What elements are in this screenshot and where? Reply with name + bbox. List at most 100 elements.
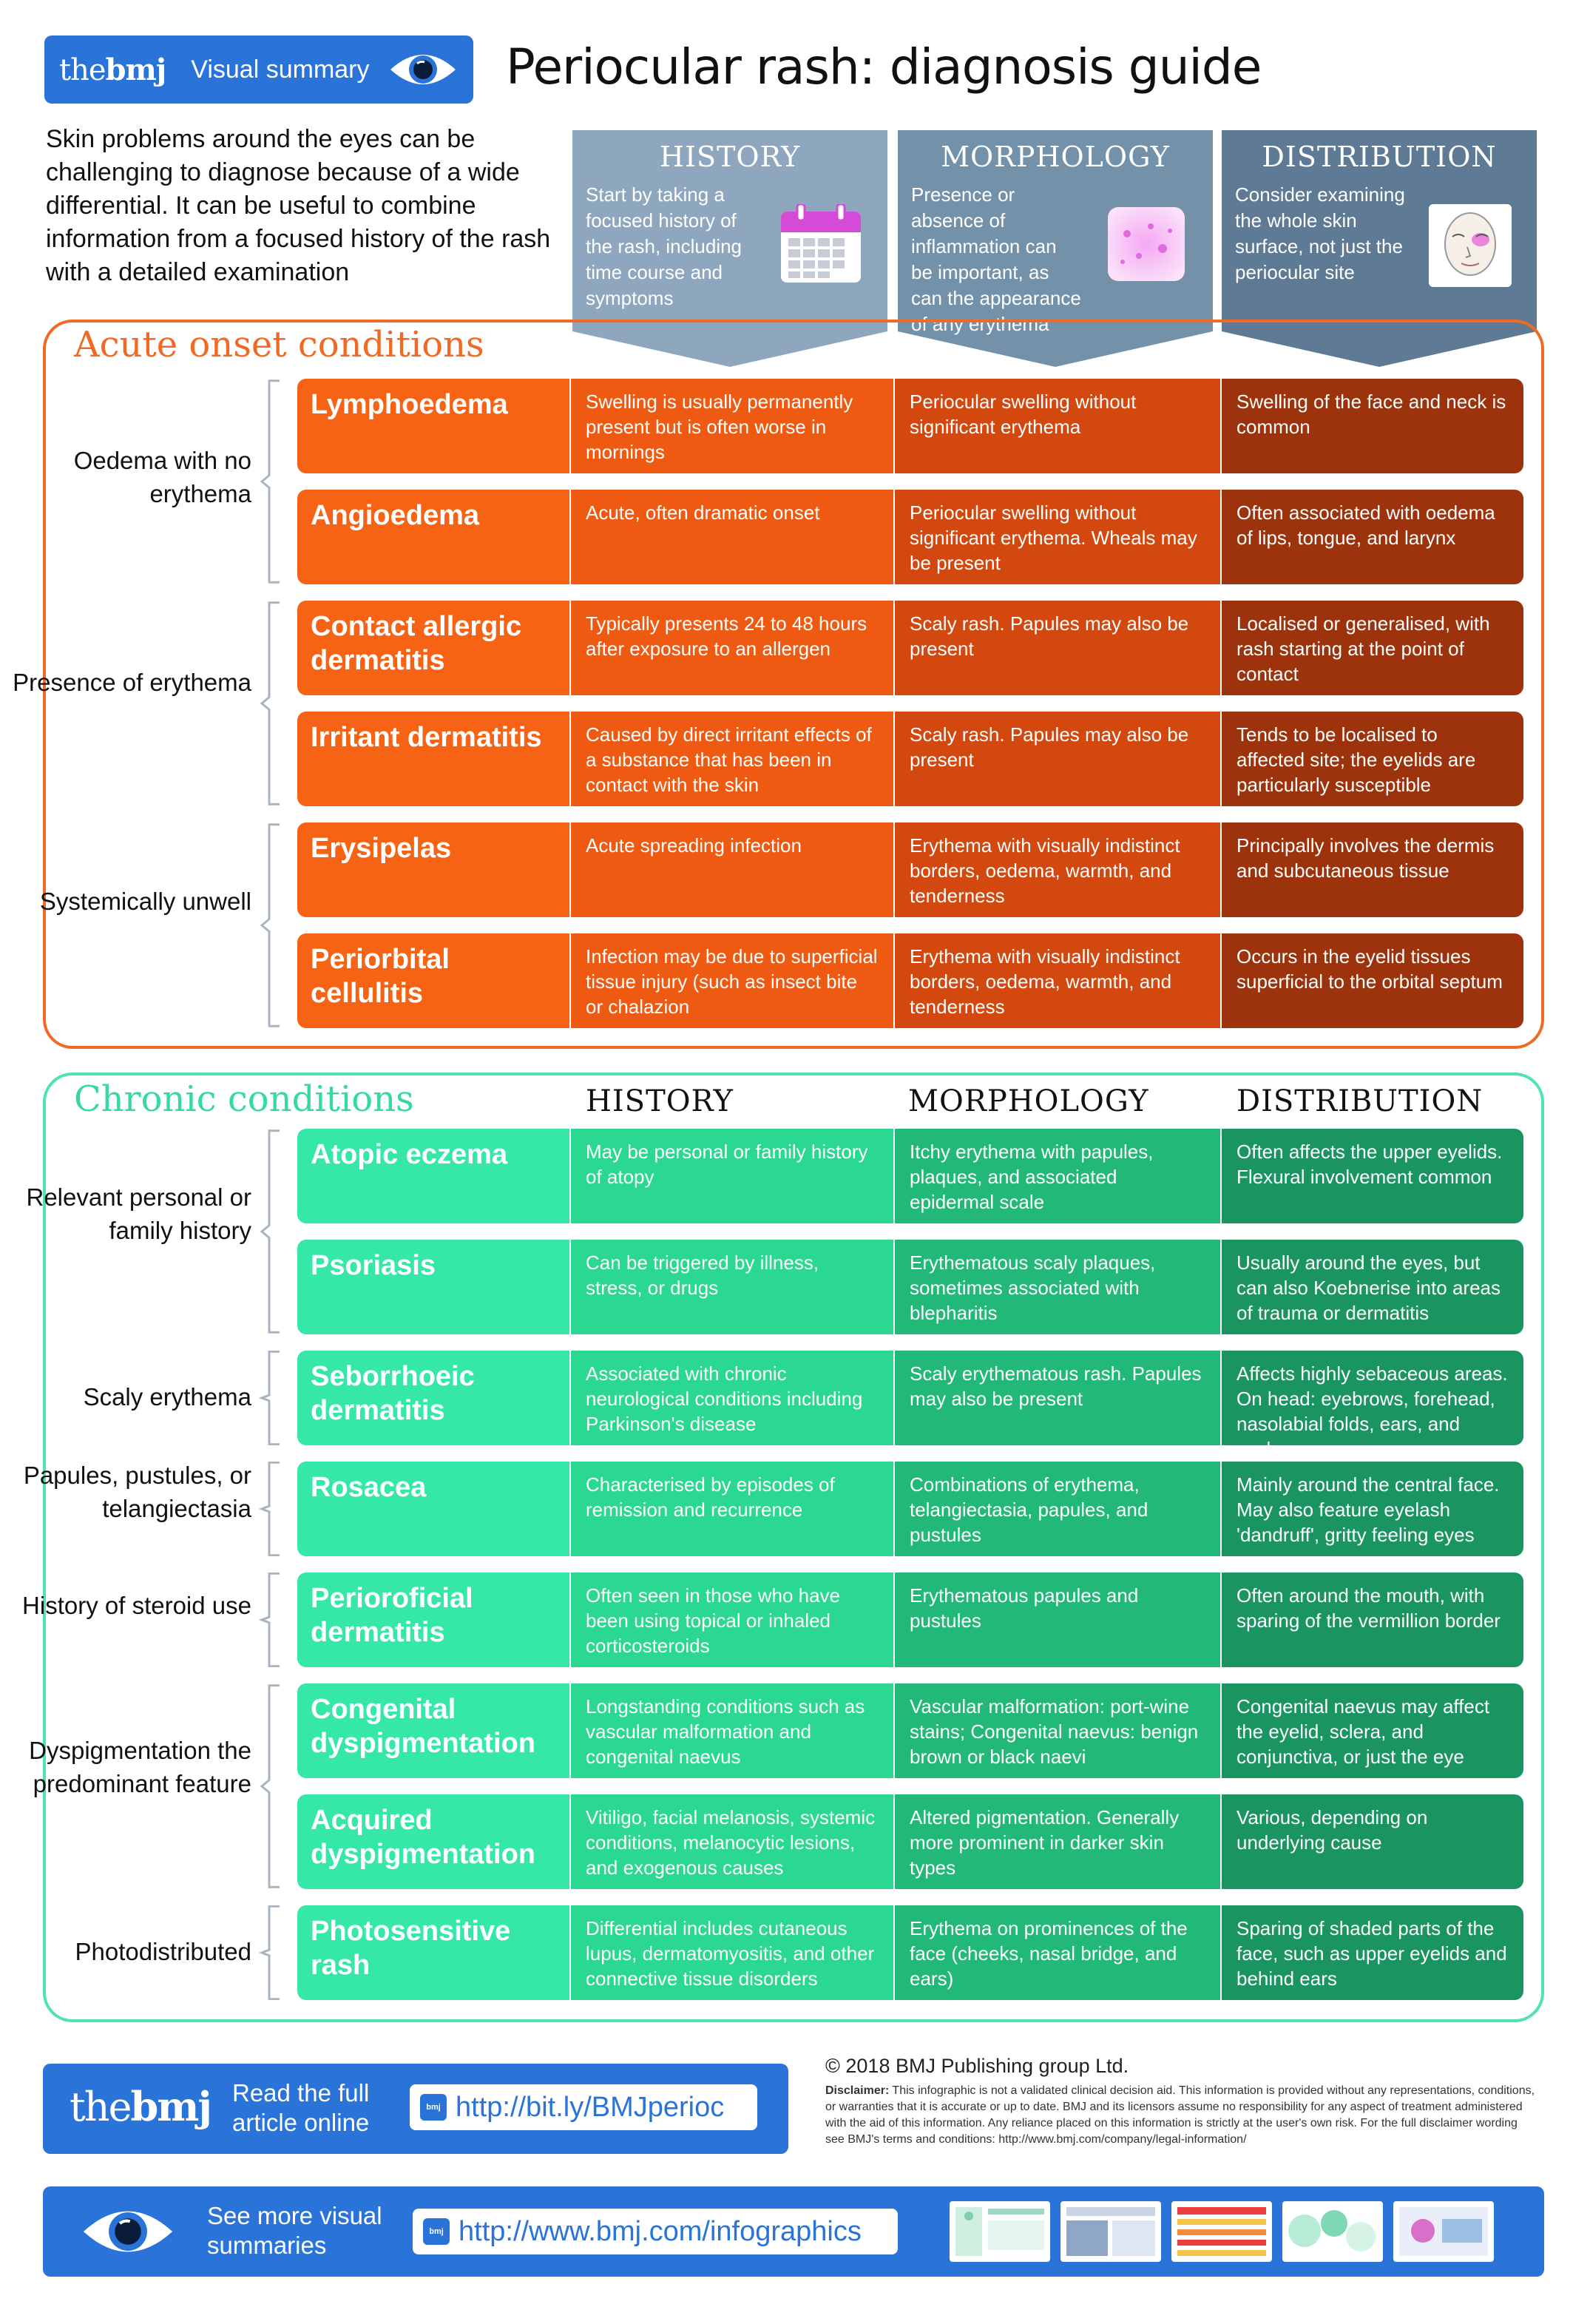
- group-label-scaly: Scaly erythema: [83, 1383, 251, 1411]
- disclaimer-label: Disclaimer:: [825, 2084, 890, 2097]
- condition-name: Perioroficial dermatitis: [297, 1573, 569, 1667]
- morphology-cell: Erythematous papules and pustules: [895, 1573, 1220, 1667]
- distribution-cell: Usually around the eyes, but can also Ko…: [1222, 1240, 1523, 1334]
- distribution-cell: Often associated with oedema of lips, to…: [1222, 490, 1523, 584]
- more-summaries-text: See more visual summaries: [207, 2202, 382, 2259]
- chronic-distribution-header: DISTRIBUTION: [1237, 1084, 1484, 1118]
- morphology-title: MORPHOLOGY: [941, 141, 1170, 173]
- distribution-cell: Occurs in the eyelid tissues superficial…: [1222, 933, 1523, 1028]
- distribution-cell: Tends to be localised to affected site; …: [1222, 712, 1523, 806]
- history-cell: Longstanding conditions such as vascular…: [571, 1683, 893, 1778]
- morphology-cell: Erythema with visually indistinct border…: [895, 822, 1220, 917]
- history-cell: Typically presents 24 to 48 hours after …: [571, 601, 893, 695]
- group-label-erythema: Presence of erythema: [13, 669, 251, 696]
- condition-name: Erysipelas: [297, 822, 569, 917]
- condition-name: Contact allergic dermatitis: [297, 601, 569, 695]
- distribution-cell: Sparing of shaded parts of the face, suc…: [1222, 1905, 1523, 2000]
- condition-name: Irritant dermatitis: [297, 712, 569, 806]
- morphology-cell: Vascular malformation: port-wine stains;…: [895, 1683, 1220, 1778]
- distribution-cell: Localised or generalised, with rash star…: [1222, 601, 1523, 695]
- bmj-mini-logo: bmj: [420, 2094, 447, 2121]
- history-column-header: HISTORY Start by taking a focused histor…: [572, 130, 887, 367]
- group-label-dyspigmentation: Dyspigmentation the predominant feature: [29, 1737, 251, 1797]
- infographic-thumbnail[interactable]: [1171, 2201, 1272, 2262]
- condition-name: Atopic eczema: [297, 1129, 569, 1223]
- morphology-cell: Scaly erythematous rash. Papules may als…: [895, 1351, 1220, 1445]
- infographic-thumbnail[interactable]: [1282, 2201, 1383, 2262]
- morphology-column-header: MORPHOLOGY Presence or absence of inflam…: [898, 130, 1213, 367]
- condition-name: Periorbital cellulitis: [297, 933, 569, 1028]
- morphology-cell: Erythema on prominences of the face (che…: [895, 1905, 1220, 2000]
- brand-badge: thebmj Visual summary: [44, 36, 473, 104]
- condition-name: Psoriasis: [297, 1240, 569, 1334]
- distribution-cell: Swelling of the face and neck is common: [1222, 379, 1523, 473]
- distribution-cell: Various, depending on underlying cause: [1222, 1794, 1523, 1889]
- condition-name: Seborrhoeic dermatitis: [297, 1351, 569, 1445]
- distribution-cell: Often affects the upper eyelids. Flexura…: [1222, 1129, 1523, 1223]
- morphology-desc: Presence or absence of inflammation can …: [911, 183, 1081, 335]
- condition-name: Photosensitive rash: [297, 1905, 569, 2000]
- infographic-thumbnail[interactable]: [1060, 2201, 1161, 2262]
- history-cell: Swelling is usually permanently present …: [571, 379, 893, 473]
- read-article-text: Read the full article online: [232, 2079, 370, 2136]
- group-label-photodistributed: Photodistributed: [75, 1938, 252, 1965]
- chronic-history-header: HISTORY: [586, 1084, 734, 1118]
- distribution-title: DISTRIBUTION: [1262, 141, 1497, 173]
- article-link[interactable]: bmj http://bit.ly/BMJperioc: [410, 2084, 757, 2130]
- morphology-cell: Erythematous scaly plaques, sometimes as…: [895, 1240, 1220, 1334]
- infographics-link-text: http://www.bmj.com/infographics: [459, 2215, 862, 2247]
- copyright: © 2018 BMJ Publishing group Ltd.: [825, 2055, 1129, 2077]
- brace: [259, 1129, 283, 1334]
- history-cell: Acute spreading infection: [571, 822, 893, 917]
- eye-icon: [390, 55, 456, 84]
- read-article-bar: thebmj Read the full article online bmj …: [43, 2064, 788, 2154]
- bmj-footer-logo: thebmj: [70, 2083, 212, 2130]
- bmj-logo: thebmj: [59, 52, 166, 87]
- condition-name: Congenital dyspigmentation: [297, 1683, 569, 1778]
- history-title: HISTORY: [659, 141, 801, 173]
- morphology-cell: Scaly rash. Papules may also be present: [895, 712, 1220, 806]
- group-label-systemic: Systemically unwell: [39, 888, 251, 915]
- brace: [259, 379, 283, 584]
- group-label-steroid: History of steroid use: [22, 1592, 251, 1619]
- morphology-cell: Combinations of erythema, telangiectasia…: [895, 1462, 1220, 1556]
- face-icon: [1429, 204, 1512, 287]
- distribution-desc: Consider examining the whole skin surfac…: [1235, 183, 1405, 283]
- distribution-cell: Often around the mouth, with sparing of …: [1222, 1573, 1523, 1667]
- condition-name: Rosacea: [297, 1462, 569, 1556]
- brace: [259, 1351, 283, 1445]
- chronic-section-title: Chronic conditions: [70, 1078, 419, 1120]
- condition-name: Lymphoedema: [297, 379, 569, 473]
- distribution-column-header: DISTRIBUTION Consider examining the whol…: [1222, 130, 1537, 367]
- article-link-text: http://bit.ly/BMJperioc: [456, 2091, 725, 2123]
- skin-swatch-icon: [1108, 207, 1185, 281]
- brace: [259, 1905, 283, 2000]
- history-cell: Can be triggered by illness, stress, or …: [571, 1240, 893, 1334]
- distribution-cell: Principally involves the dermis and subc…: [1222, 822, 1523, 917]
- group-label-oedema: Oedema with no erythema: [73, 447, 251, 507]
- history-cell: May be personal or family history of ato…: [571, 1129, 893, 1223]
- history-cell: Characterised by episodes of remission a…: [571, 1462, 893, 1556]
- visual-summary-label: Visual summary: [191, 55, 370, 84]
- brace: [259, 822, 283, 1028]
- morphology-cell: Scaly rash. Papules may also be present: [895, 601, 1220, 695]
- intro-text: Skin problems around the eyes can be cha…: [46, 125, 551, 286]
- group-label-papules: Papules, pustules, or telangiectasia: [23, 1462, 251, 1522]
- eye-icon: [83, 2211, 173, 2252]
- morphology-cell: Altered pigmentation. Generally more pro…: [895, 1794, 1220, 1889]
- morphology-cell: Periocular swelling without significant …: [895, 490, 1220, 584]
- calendar-icon: [781, 204, 861, 283]
- distribution-cell: Mainly around the central face. May also…: [1222, 1462, 1523, 1556]
- morphology-cell: Periocular swelling without significant …: [895, 379, 1220, 473]
- disclaimer-text: This infographic is not a validated clin…: [825, 2084, 1535, 2146]
- bmj-mini-logo: bmj: [423, 2218, 450, 2245]
- condition-name: Angioedema: [297, 490, 569, 584]
- infographics-link[interactable]: bmj http://www.bmj.com/infographics: [413, 2209, 898, 2254]
- history-cell: Infection may be due to superficial tiss…: [571, 933, 893, 1028]
- brace: [259, 601, 283, 806]
- page-title: Periocular rash: diagnosis guide: [506, 38, 1262, 95]
- history-cell: Associated with chronic neurological con…: [571, 1351, 893, 1445]
- infographic-thumbnail[interactable]: [950, 2201, 1050, 2262]
- infographic-thumbnail[interactable]: [1393, 2201, 1494, 2262]
- chronic-section-frame: [43, 1073, 1544, 2022]
